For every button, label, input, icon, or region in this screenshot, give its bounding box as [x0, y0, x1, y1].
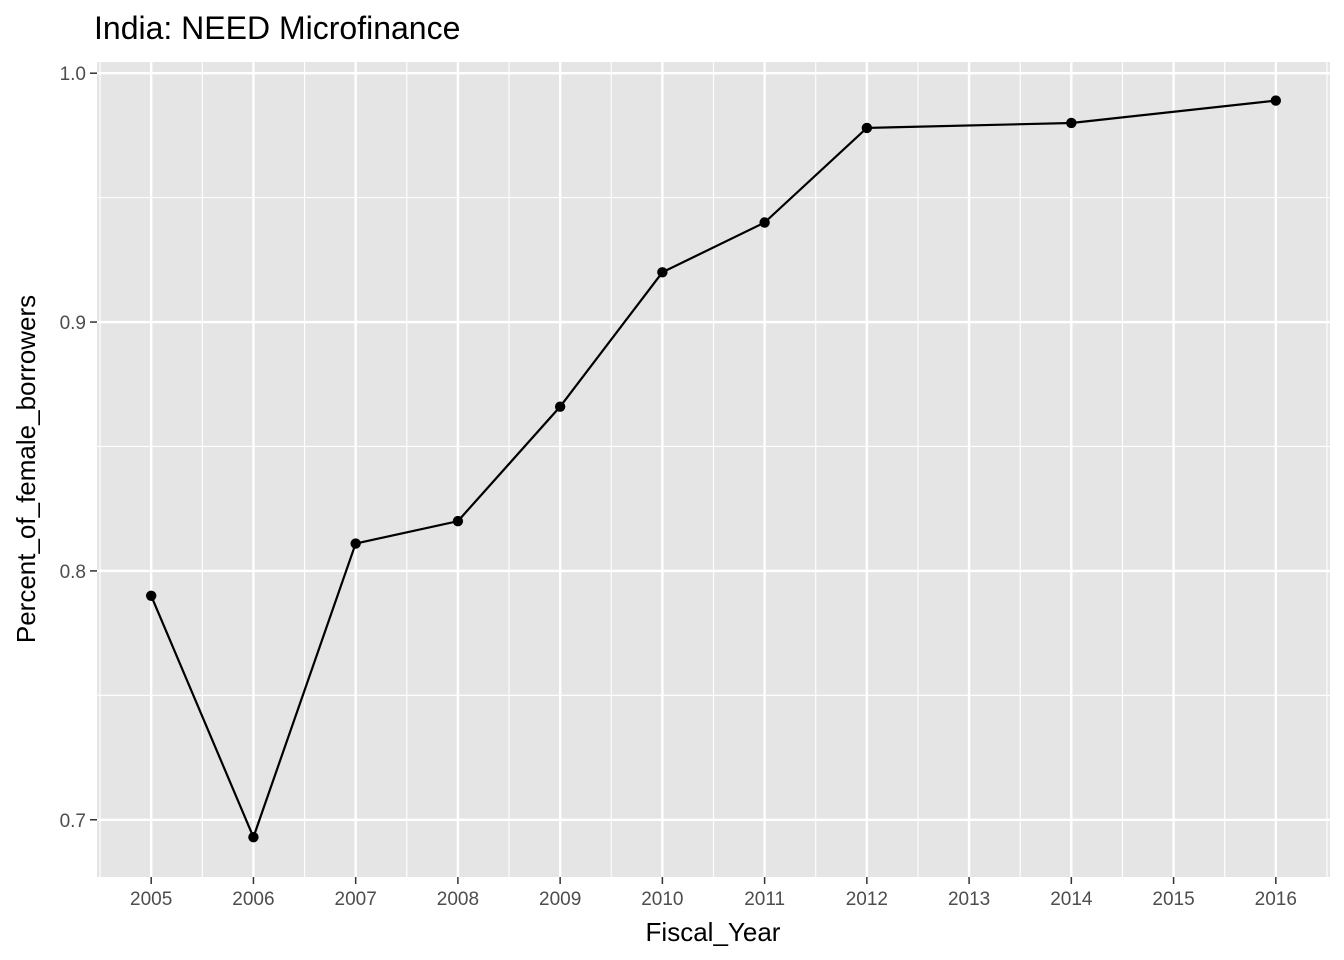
data-point-2011	[759, 217, 770, 228]
x-tick-label: 2008	[437, 889, 479, 910]
data-point-2016	[1270, 95, 1282, 106]
data-point-2008	[452, 515, 464, 527]
series-line	[150, 99, 1276, 841]
minor-gridlines	[97, 62, 1330, 877]
y-tick-label: 0.8	[60, 562, 86, 583]
y-axis-title: Percent_of_female_borrowers	[11, 295, 41, 643]
y-tick-label: 0.9	[60, 313, 86, 334]
x-tick-label: 2016	[1255, 889, 1297, 910]
x-tick-label: 2007	[335, 889, 377, 910]
series-layer	[145, 95, 1282, 843]
chart-title: India: NEED Microfinance	[94, 10, 460, 46]
data-point-2010	[657, 267, 668, 278]
data-point-2009	[554, 401, 566, 412]
x-tick-label: 2012	[846, 889, 888, 910]
major-gridlines	[97, 62, 1330, 877]
y-tick-label: 1.0	[60, 64, 86, 85]
x-axis: 2005 2006 2007 2008 2009 2010 2011 2012 2013 2014…	[130, 877, 1297, 910]
x-axis-title: Fiscal_Year	[646, 917, 781, 947]
y-tick-label: 0.7	[60, 811, 86, 832]
x-tick-label: 2010	[641, 889, 683, 910]
x-tick-label: 2009	[539, 889, 581, 910]
y-axis: 0.7 0.8 0.9 1.0	[60, 64, 97, 832]
x-tick-label: 2011	[744, 889, 785, 910]
data-point-2007	[350, 538, 361, 549]
data-point-2014	[1066, 117, 1077, 129]
data-point-2005	[145, 590, 157, 601]
data-point-2012	[861, 122, 873, 134]
x-tick-label: 2005	[130, 889, 172, 910]
x-tick-label: 2015	[1152, 889, 1194, 910]
x-tick-label: 2014	[1050, 889, 1093, 910]
x-tick-label: 2006	[232, 889, 274, 910]
data-point-2006	[248, 831, 259, 843]
x-tick-label: 2013	[948, 889, 990, 910]
